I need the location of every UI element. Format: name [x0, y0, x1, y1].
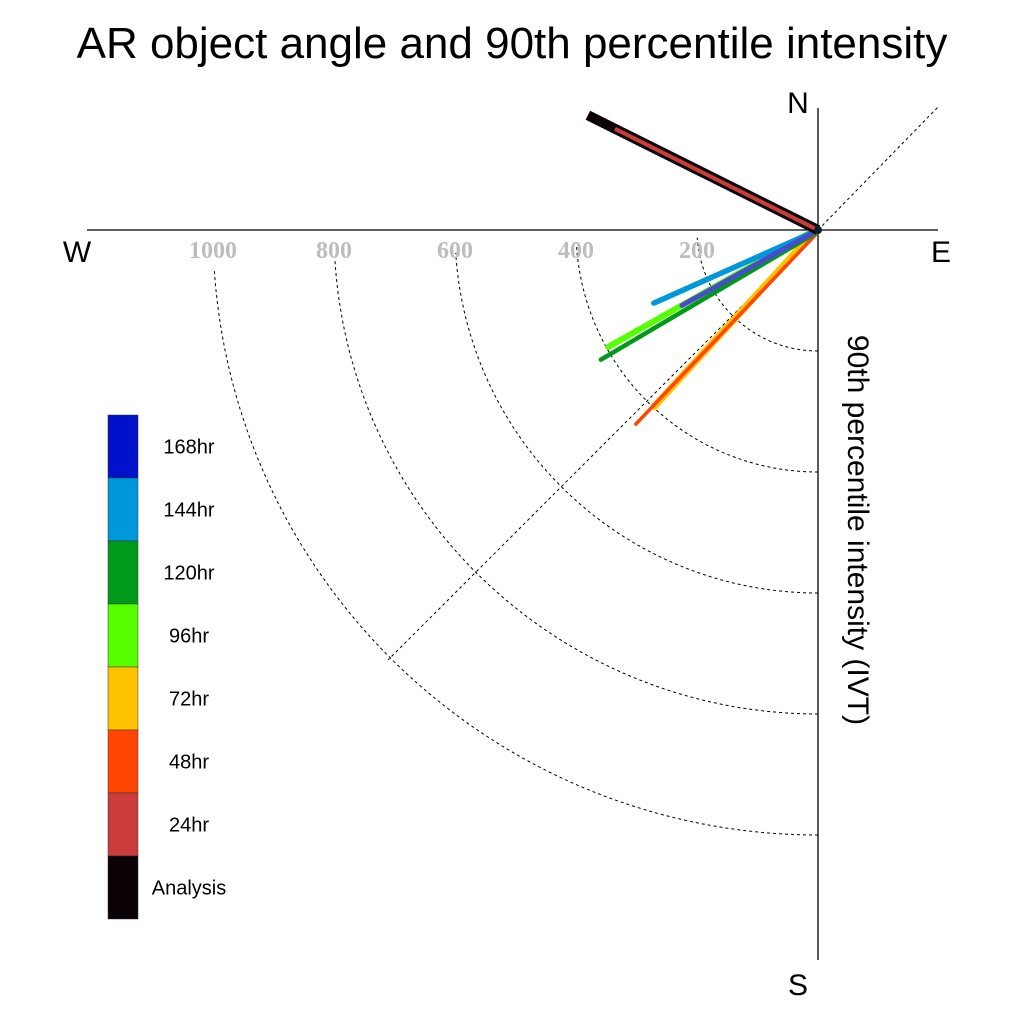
range-ring-1000: [213, 267, 819, 836]
legend: 168hr 144hr 120hr 96hr 72hr 48hr 24hr Analysis: [107, 414, 226, 920]
west-label: W: [63, 236, 92, 269]
legend-label-analysis: Analysis: [152, 878, 226, 900]
chart-title: AR object angle and 90th percentile inte…: [77, 19, 948, 68]
radial-tick-labels: 200 400 600 800 1000: [189, 238, 715, 264]
radial-tick-label: 200: [679, 238, 715, 264]
radial-tick-label: 800: [316, 238, 352, 264]
legend-label-24hr: 24hr: [169, 815, 209, 837]
legend-swatch-120hr: [107, 540, 139, 605]
east-label: E: [931, 236, 951, 269]
radial-tick-label: 400: [558, 238, 594, 264]
vector-144hr: [651, 227, 821, 306]
range-ring-600: [455, 252, 819, 594]
vector-120hr: [598, 229, 822, 362]
legend-label-96hr: 96hr: [169, 626, 209, 648]
south-label: S: [788, 969, 808, 1002]
polar-grid: [213, 229, 819, 836]
legend-swatch-144hr: [107, 477, 139, 542]
legend-swatch-96hr: [107, 603, 139, 668]
vector-24hr: [614, 126, 819, 232]
vector-48hr: [634, 229, 821, 426]
legend-label-168hr: 168hr: [163, 437, 214, 459]
vector-series: [585, 110, 822, 426]
origin-marker: [814, 226, 822, 234]
radial-tick-label: 1000: [189, 238, 237, 264]
legend-swatch-analysis: [107, 855, 139, 920]
legend-label-120hr: 120hr: [163, 563, 214, 585]
legend-swatch-24hr: [107, 792, 139, 857]
legend-swatch-48hr: [107, 729, 139, 794]
radial-tick-label: 600: [437, 238, 473, 264]
legend-swatch-72hr: [107, 666, 139, 731]
north-label: N: [787, 87, 809, 120]
diagonal-ne-guide: [817, 106, 939, 231]
legend-label-72hr: 72hr: [169, 689, 209, 711]
legend-label-48hr: 48hr: [169, 752, 209, 774]
legend-swatch-168hr: [107, 414, 139, 479]
vector-168hr: [679, 227, 821, 308]
y-axis-label: 90th percentile intensity (IVT): [841, 335, 874, 725]
range-ring-800: [334, 260, 819, 715]
diagonal-sw-guide: [387, 229, 819, 661]
legend-label-144hr: 144hr: [163, 500, 214, 522]
